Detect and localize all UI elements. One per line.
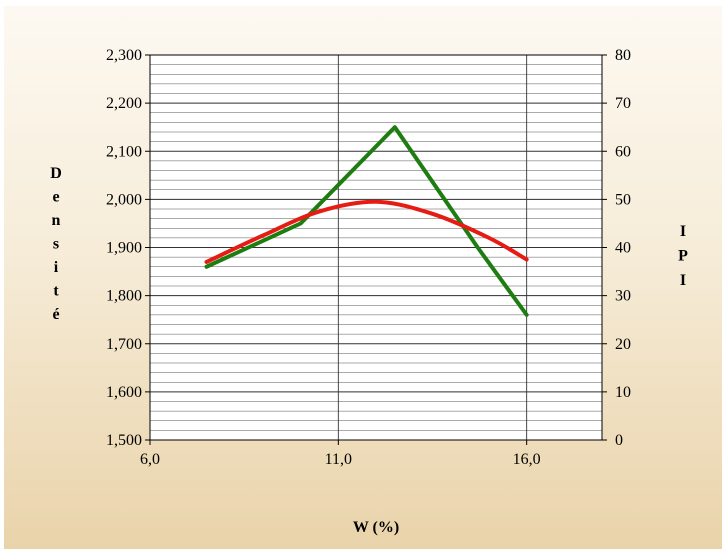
left-axis-title-letter: e	[52, 189, 59, 206]
right-tick-label: 70	[615, 95, 631, 112]
right-axis-ticks: 0 10 20 30 40 50 60 70 80	[602, 47, 631, 449]
x-tick-label: 6,0	[140, 451, 160, 468]
left-tick-label: 2,300	[106, 47, 142, 64]
x-axis-ticks: 6,0 11,0 16,0	[140, 440, 541, 468]
x-axis-title: W (%)	[353, 519, 399, 536]
left-axis-title-letter: t	[53, 283, 59, 300]
series-layer	[204, 125, 529, 317]
left-axis-title-letter: é	[52, 306, 59, 323]
right-axis-title-letter: P	[678, 248, 688, 265]
left-axis-title-letter: D	[50, 165, 62, 182]
right-tick-label: 30	[615, 288, 631, 305]
density-series-line	[204, 199, 529, 264]
chart-area: 1,500 1,600 1,700 1,800 1,900 2,000 2,100 2,200…	[4, 6, 722, 549]
right-tick-label: 60	[615, 143, 631, 160]
left-axis-ticks: 1,500 1,600 1,700 1,800 1,900 2,000 2,100 2,200…	[106, 47, 150, 449]
left-tick-label: 1,500	[106, 432, 142, 449]
right-tick-label: 20	[615, 336, 631, 353]
x-tick-label: 16,0	[513, 451, 541, 468]
right-tick-label: 50	[615, 191, 631, 208]
left-axis-title-letter: s	[53, 236, 59, 253]
right-tick-label: 10	[615, 384, 631, 401]
right-axis-title-letter: I	[680, 272, 686, 289]
left-axis-title-letter: n	[52, 212, 61, 229]
right-tick-label: 80	[615, 47, 631, 64]
ipi-series-line	[204, 125, 529, 317]
right-axis-title: IPI	[678, 223, 688, 289]
left-tick-label: 2,100	[106, 143, 142, 160]
right-tick-label: 40	[615, 240, 631, 257]
left-tick-label: 2,200	[106, 95, 142, 112]
left-tick-label: 2,000	[106, 191, 142, 208]
right-tick-label: 0	[615, 432, 623, 449]
left-tick-label: 1,700	[106, 336, 142, 353]
left-tick-label: 1,600	[106, 384, 142, 401]
line-chart: 1,500 1,600 1,700 1,800 1,900 2,000 2,100 2,200…	[50, 47, 688, 536]
left-tick-label: 1,800	[106, 288, 142, 305]
right-axis-title-letter: I	[680, 223, 686, 240]
left-axis-title-letter: i	[54, 259, 59, 276]
x-tick-label: 11,0	[325, 451, 352, 468]
left-tick-label: 1,900	[106, 240, 142, 257]
